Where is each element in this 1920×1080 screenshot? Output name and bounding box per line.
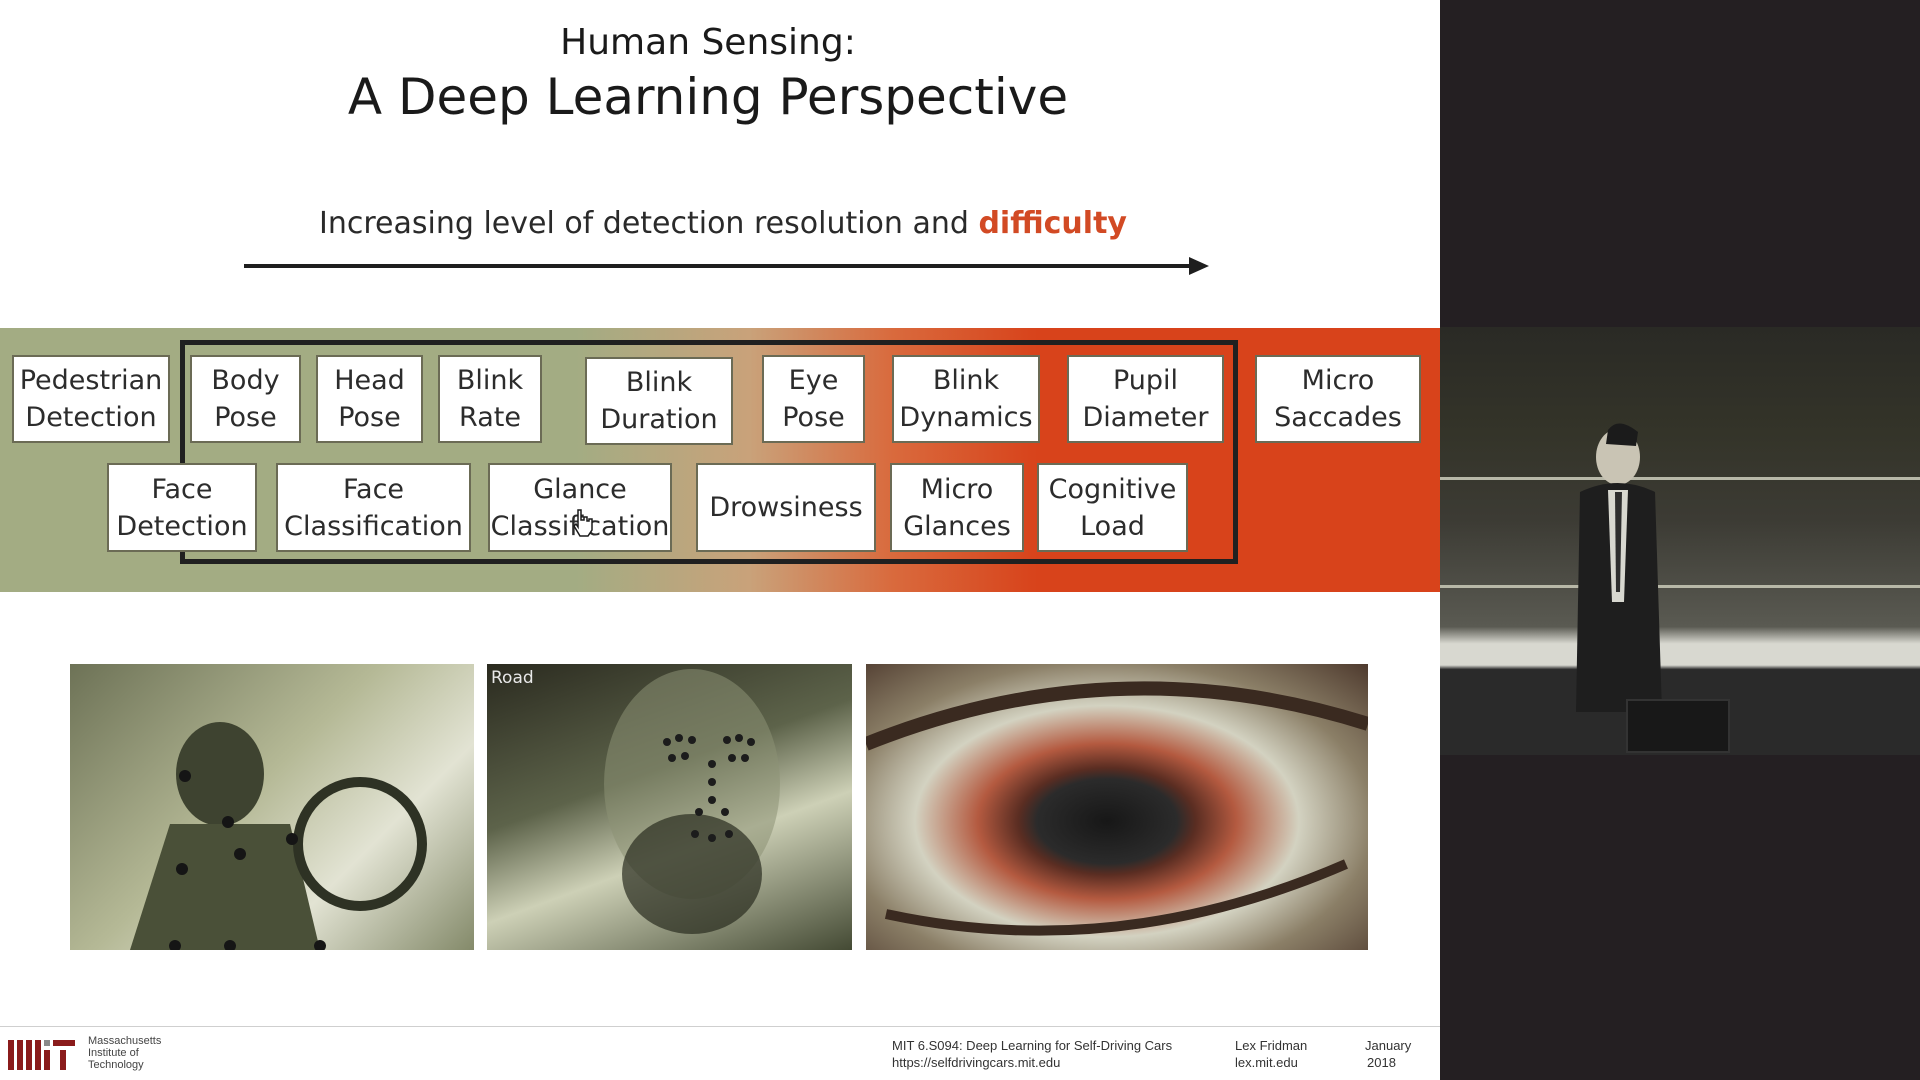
course-link[interactable]: https://selfdrivingcars.mit.edu (892, 1055, 1061, 1070)
face-landmark-overlay (604, 669, 780, 934)
date-info: January 2018 (1365, 1037, 1411, 1071)
slide-title-line2: A Deep Learning Perspective (347, 68, 1069, 126)
box-micro-saccades[interactable]: Micro Saccades (1255, 355, 1421, 443)
author-name: Lex Fridman (1235, 1038, 1308, 1053)
box-pedestrian-detection[interactable]: Pedestrian Detection (12, 355, 170, 443)
box-blink-dynamics[interactable]: Blink Dynamics (892, 355, 1040, 443)
slide-subtitle: Increasing level of detection resolution… (0, 206, 1440, 241)
author-link[interactable]: lex.mit.edu (1235, 1055, 1298, 1070)
mit-logo-icon (8, 1040, 75, 1070)
box-cognitive-load[interactable]: Cognitive Load (1037, 463, 1188, 552)
box-eye-pose[interactable]: Eye Pose (762, 355, 865, 443)
body-pose-overlay (130, 722, 427, 950)
course-info: MIT 6.S094: Deep Learning for Self-Drivi… (892, 1037, 1172, 1071)
chalkboard-rail (1440, 585, 1920, 588)
arrow-right-icon (244, 257, 1209, 275)
box-micro-glances[interactable]: Micro Glances (890, 463, 1024, 552)
highlight-frame (180, 340, 1238, 564)
box-blink-duration[interactable]: Blink Duration (585, 357, 733, 445)
lecturer-video (1440, 327, 1920, 755)
institute-name: Massachusetts Institute of Technology (88, 1035, 162, 1071)
lecturer-figure (1576, 423, 1662, 712)
slide-title-line1: Human Sensing: (560, 22, 856, 63)
box-drowsiness[interactable]: Drowsiness (696, 463, 876, 552)
laptop (1626, 699, 1730, 753)
driver-body-pose-image (70, 664, 474, 950)
course-title: MIT 6.S094: Deep Learning for Self-Drivi… (892, 1038, 1173, 1053)
box-face-detection[interactable]: Face Detection (107, 463, 257, 552)
author-info: Lex Fridman lex.mit.edu (1235, 1037, 1307, 1071)
date-month: January (1365, 1038, 1412, 1053)
box-head-pose[interactable]: Head Pose (316, 355, 423, 443)
box-face-classification[interactable]: Face Classification (276, 463, 471, 552)
road-label: Road (491, 668, 534, 688)
box-blink-rate[interactable]: Blink Rate (438, 355, 542, 443)
footer-divider (0, 1026, 1440, 1027)
face-landmarks-image: Road (487, 664, 852, 950)
subtitle-text: Increasing level of detection resolution… (319, 206, 979, 241)
chalkboard-rail (1440, 477, 1920, 480)
date-year: 2018 (1367, 1055, 1396, 1070)
hand-cursor-icon (573, 509, 593, 537)
slide: Human Sensing: A Deep Learning Perspecti… (0, 0, 1440, 1080)
box-pupil-diameter[interactable]: Pupil Diameter (1067, 355, 1224, 443)
box-body-pose[interactable]: Body Pose (190, 355, 301, 443)
subtitle-highlight: difficulty (978, 206, 1127, 241)
eye-overlay (866, 681, 1368, 936)
eye-closeup-image (866, 664, 1368, 950)
